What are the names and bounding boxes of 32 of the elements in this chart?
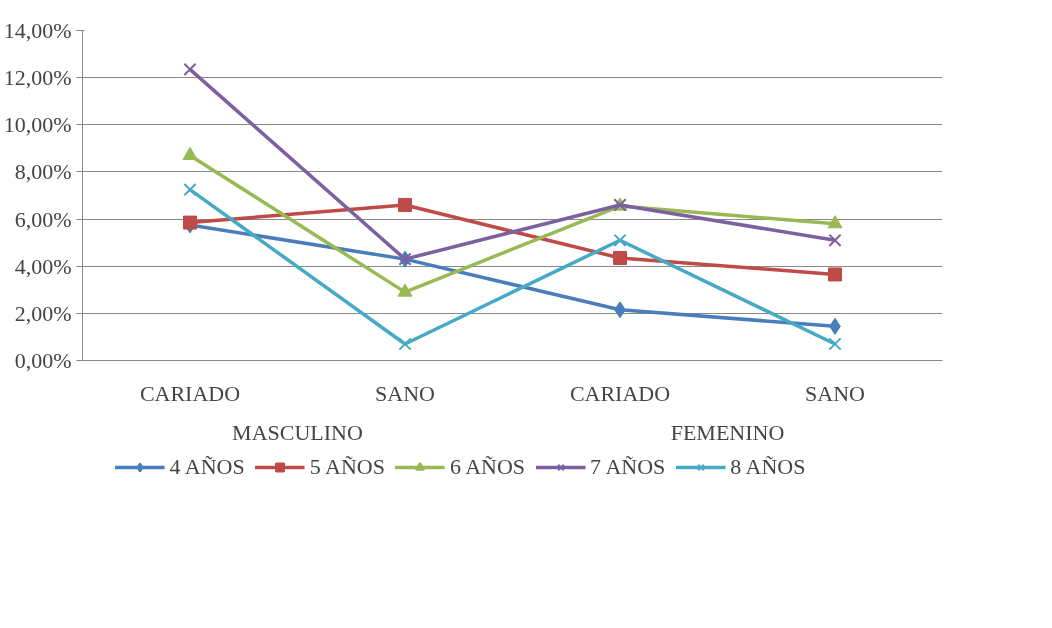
- text: FEMENINO: [670, 419, 785, 445]
- point: [827, 215, 843, 229]
- point: [828, 233, 842, 247]
- point: [613, 250, 627, 265]
- y-tick-label: 0,00%: [14, 348, 72, 373]
- point: [397, 283, 413, 297]
- legend-label: 5 AÑOS: [309, 454, 385, 480]
- legend-label: 7 AÑOS: [590, 454, 666, 480]
- legend-label: 8 AÑOS: [730, 454, 806, 480]
- text: MASCULINO: [232, 419, 363, 445]
- point: [182, 146, 198, 160]
- y-tick-label: 6,00%: [14, 206, 72, 232]
- y-tick-label: 14,00%: [3, 18, 72, 43]
- point: [828, 337, 842, 351]
- x-tick-label: CARIADO: [139, 380, 241, 406]
- point: [183, 215, 197, 230]
- point: [398, 337, 412, 351]
- point: [183, 62, 197, 77]
- point: [398, 197, 412, 212]
- x-tick-label: SANO: [805, 380, 865, 406]
- y-tick-label: 12,00%: [3, 65, 72, 91]
- y-tick-label: 10,00%: [3, 112, 72, 138]
- x-tick-label: SANO: [375, 380, 435, 406]
- point: [828, 267, 842, 282]
- legend-label: 6 AÑOS: [449, 454, 526, 480]
- legend-label: 4 AÑOS: [169, 454, 245, 480]
- point: [613, 233, 627, 247]
- point: [183, 182, 197, 197]
- x-tick-label: CARIADO: [569, 380, 671, 406]
- y-tick-label: 8,00%: [14, 159, 72, 185]
- y-tick-label: 4,00%: [14, 253, 72, 279]
- y-tick-label: 2,00%: [14, 300, 72, 326]
